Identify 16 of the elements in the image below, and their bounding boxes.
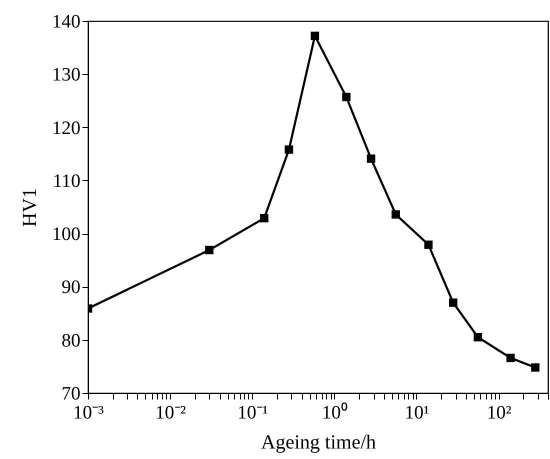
x-axis-title: Ageing time/h xyxy=(261,432,376,454)
x-tick-label: 10⁻³ xyxy=(73,402,104,424)
x-tick-label: 10² xyxy=(486,402,512,424)
y-tick-label: 70 xyxy=(62,384,80,404)
y-tick-label: 100 xyxy=(52,224,80,246)
x-tick-label: 10⁻¹ xyxy=(237,402,268,424)
y-tick-label: 120 xyxy=(52,118,80,139)
y-tick-label: 140 xyxy=(52,12,80,32)
x-tick-label: 10¹ xyxy=(404,402,430,424)
y-tick-label: 80 xyxy=(62,330,80,352)
y-tick-label: 90 xyxy=(62,277,80,298)
y-axis-title: HV1 xyxy=(19,188,41,227)
x-tick-label: 10⁻² xyxy=(155,402,186,424)
y-tick-label: 130 xyxy=(52,64,80,86)
x-tick-label: 10⁰ xyxy=(322,402,348,424)
y-tick-label: 110 xyxy=(52,170,80,192)
